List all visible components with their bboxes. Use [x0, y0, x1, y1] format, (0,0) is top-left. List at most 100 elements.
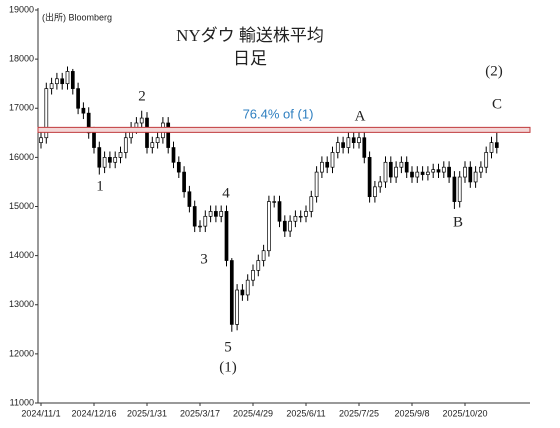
candle-body	[97, 147, 102, 168]
y-tick-label: 11000	[10, 397, 34, 407]
candle-body	[81, 107, 86, 114]
candle-body	[70, 71, 75, 89]
candle-body	[176, 161, 181, 173]
candle-body	[367, 157, 372, 198]
candle-body	[65, 71, 70, 85]
candle-body	[298, 215, 303, 218]
candle-body	[362, 137, 367, 158]
candle-body	[108, 157, 112, 163]
candle-body	[60, 78, 65, 85]
y-tick-label: 15000	[9, 201, 34, 211]
candle-body	[335, 142, 340, 153]
candle-body	[49, 83, 54, 89]
candle-body	[55, 78, 59, 85]
candle-body	[235, 289, 239, 325]
candle-body	[404, 161, 409, 173]
candle-body	[208, 211, 213, 217]
candle-body	[293, 215, 298, 222]
candle-body	[378, 181, 383, 188]
x-tick-label: 2025/3/17	[180, 408, 220, 418]
candle-body	[346, 137, 351, 148]
candle-body	[420, 171, 425, 175]
candle-body	[240, 289, 245, 296]
candle-body	[272, 201, 277, 203]
chart-title: NYダウ 輸送株平均	[176, 26, 324, 45]
candle-body	[415, 171, 420, 178]
candle-body	[452, 176, 457, 202]
x-tick-label: 2025/1/31	[127, 408, 167, 418]
candle-body	[325, 161, 330, 168]
candle-body	[468, 166, 473, 183]
candle-body	[123, 137, 128, 153]
candle-body	[447, 166, 451, 178]
candle-body	[394, 166, 398, 178]
y-tick-label: 12000	[9, 348, 34, 358]
candle-body	[113, 157, 118, 163]
reference-band	[37, 126, 531, 133]
candle-body	[245, 279, 250, 296]
candle-body	[436, 169, 441, 173]
candle-body	[118, 152, 123, 158]
wave-label: 4	[222, 185, 230, 201]
candle-body	[357, 137, 361, 143]
x-tick-label: 2024/11/1	[21, 408, 60, 418]
candle-body	[261, 250, 266, 261]
candle-body	[203, 215, 208, 227]
candle-body	[198, 225, 202, 228]
candle-body	[219, 211, 224, 217]
candle-body	[282, 220, 287, 232]
x-tick-label: 2024/12/16	[71, 408, 116, 418]
x-tick-label: 2025/7/25	[339, 408, 379, 418]
candle-body	[431, 169, 436, 173]
wave-label: (1)	[219, 359, 237, 375]
wave-label: (2)	[485, 63, 503, 79]
candle-body	[182, 171, 186, 193]
candle-body	[399, 161, 404, 168]
candle-body	[304, 211, 308, 217]
wave-label: 2	[138, 88, 146, 104]
candle-body	[214, 211, 218, 217]
candle-body	[320, 161, 324, 173]
candle-body	[484, 152, 489, 168]
candle-body	[309, 196, 314, 212]
y-tick-label: 16000	[9, 152, 34, 162]
candle-body	[441, 166, 446, 173]
source: (出所) Bloomberg	[42, 11, 112, 22]
x-tick-label: 2025/6/11	[286, 408, 325, 418]
candle-body	[463, 166, 467, 178]
candle-body	[150, 142, 155, 148]
x-tick-label: 2025/10/20	[442, 408, 487, 418]
candle-body	[383, 161, 388, 183]
candle-body	[351, 137, 356, 143]
y-tick-label: 14000	[9, 250, 34, 260]
candle-body	[187, 191, 192, 207]
candle-body	[267, 201, 271, 252]
candle-body	[166, 122, 171, 148]
candle-body	[314, 171, 319, 198]
candle-body	[288, 220, 292, 232]
candle-body	[251, 270, 255, 281]
y-tick-label: 18000	[9, 54, 34, 64]
candle-body	[473, 171, 478, 183]
candle-body	[256, 260, 261, 271]
y-tick-label: 17000	[9, 103, 34, 113]
candle-body	[92, 132, 96, 148]
candle-body	[139, 117, 144, 124]
candle-body	[171, 147, 176, 163]
candle-body	[155, 137, 160, 143]
wave-label: B	[453, 214, 463, 230]
candle-body	[457, 176, 462, 202]
candle-body	[192, 206, 197, 227]
candle-body	[479, 166, 483, 173]
candle-body	[224, 211, 229, 261]
candle-body	[373, 186, 377, 198]
wave-label: A	[355, 108, 366, 124]
x-tick-label: 2025/9/8	[394, 408, 429, 418]
candle-body	[44, 88, 49, 139]
x-tick-label: 2025/4/29	[233, 408, 273, 418]
reference-label: 76.4% of (1)	[243, 106, 314, 121]
candle-body	[330, 152, 335, 168]
wave-label: 3	[200, 251, 208, 267]
candle-body	[102, 157, 107, 168]
